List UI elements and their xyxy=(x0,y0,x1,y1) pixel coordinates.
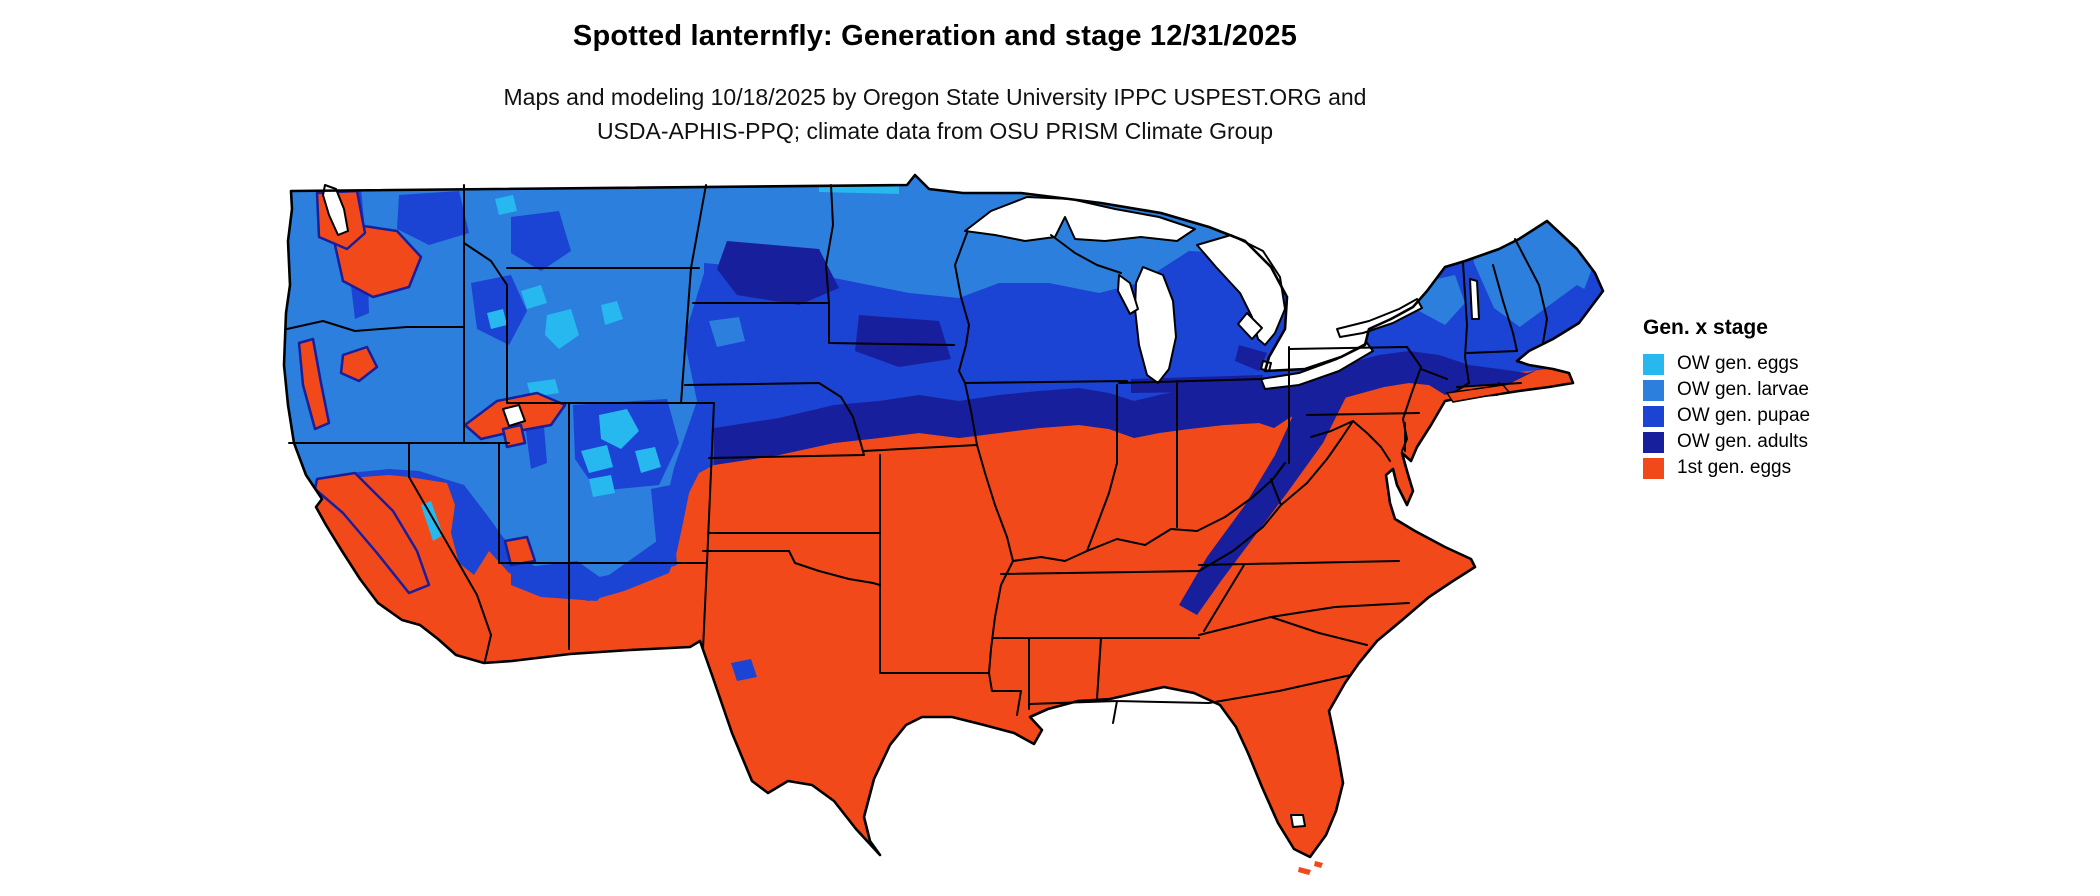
legend-label-1st-eggs: 1st gen. eggs xyxy=(1677,457,1792,478)
us-map xyxy=(282,173,1605,875)
puget-sound xyxy=(322,184,349,236)
region-ow-eggs-high-elevation xyxy=(421,185,899,541)
lake-champlain xyxy=(1469,278,1480,320)
lake-okeechobee xyxy=(1290,814,1306,828)
swatch-ow-pupae xyxy=(1643,405,1664,427)
swatch-1st-eggs xyxy=(1643,457,1664,479)
page-title: Spotted lanternfly: Generation and stage… xyxy=(572,20,1298,52)
lake-ontario xyxy=(1336,298,1423,338)
legend-title: Gen. x stage xyxy=(1643,316,1768,339)
saginaw-bay xyxy=(1237,312,1263,340)
state-borders xyxy=(286,184,1548,724)
legend-label-ow-adults: OW gen. adults xyxy=(1677,431,1808,452)
subtitle-line-2: USDA-APHIS-PPQ; climate data from OSU PR… xyxy=(596,118,1274,144)
legend-label-ow-larvae: OW gen. larvae xyxy=(1677,379,1809,400)
us-map-container xyxy=(258,133,1610,891)
florida-keys xyxy=(1298,861,1323,875)
legend-label-ow-pupae: OW gen. pupae xyxy=(1677,405,1811,426)
long-island xyxy=(1445,384,1511,403)
swatch-ow-adults xyxy=(1643,431,1664,453)
swatch-ow-larvae xyxy=(1643,379,1664,401)
legend-item-ow-larvae: OW gen. larvae xyxy=(1643,377,1810,403)
legend: Gen. x stage OW gen. eggs OW gen. larvae… xyxy=(1643,316,1810,481)
lake-superior xyxy=(964,196,1196,242)
legend-item-ow-eggs: OW gen. eggs xyxy=(1643,351,1810,377)
legend-label-ow-eggs: OW gen. eggs xyxy=(1677,353,1799,374)
legend-item-ow-pupae: OW gen. pupae xyxy=(1643,403,1810,429)
legend-item-1st-eggs: 1st gen. eggs xyxy=(1643,455,1810,481)
legend-item-ow-adults: OW gen. adults xyxy=(1643,429,1810,455)
green-bay xyxy=(1117,274,1139,315)
great-salt-lake xyxy=(502,404,526,427)
swatch-ow-eggs xyxy=(1643,353,1664,375)
lake-huron xyxy=(1196,234,1286,346)
subtitle-line-1: Maps and modeling 10/18/2025 by Oregon S… xyxy=(503,84,1367,110)
region-ow-larvae-black-hills xyxy=(709,317,745,347)
